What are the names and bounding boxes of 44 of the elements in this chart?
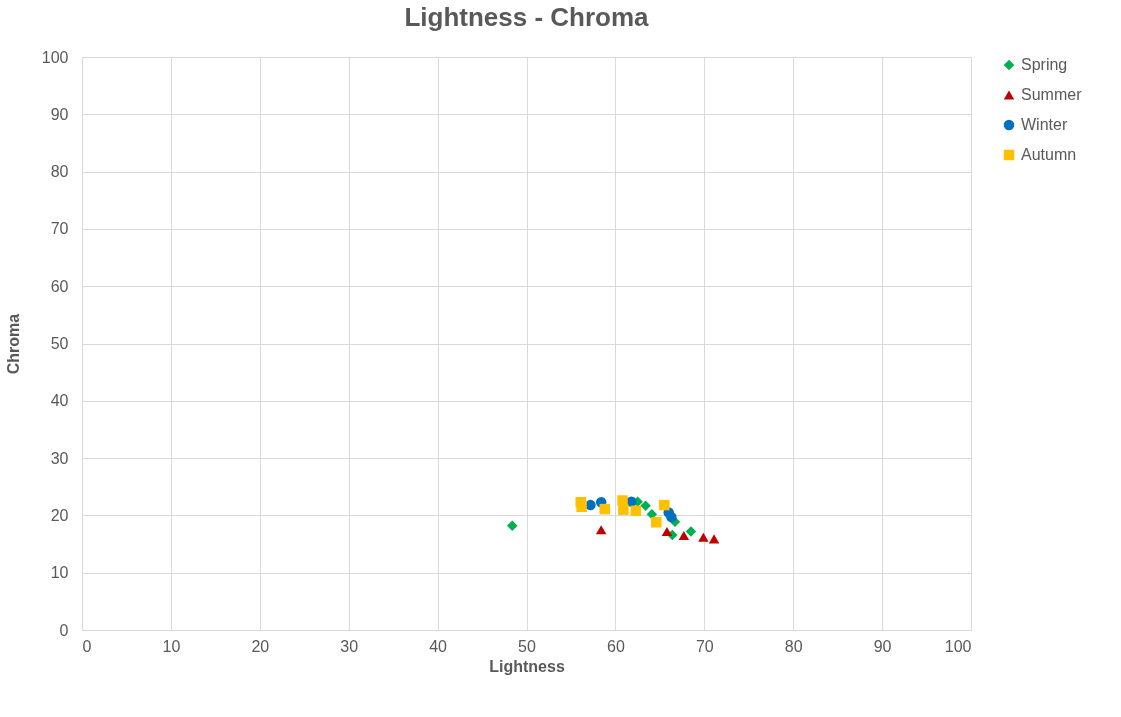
point bbox=[595, 525, 607, 535]
y-tick-label: 80 bbox=[50, 163, 69, 181]
point bbox=[599, 503, 610, 515]
legend-label: Winter bbox=[1021, 116, 1068, 133]
y-axis-title: Chroma bbox=[4, 313, 22, 375]
point bbox=[708, 534, 720, 544]
x-tick-label: 80 bbox=[784, 637, 803, 655]
point bbox=[630, 505, 642, 517]
x-tick-label: 50 bbox=[518, 637, 536, 655]
point bbox=[640, 500, 651, 511]
point bbox=[646, 509, 658, 520]
y-tick-label: 20 bbox=[50, 506, 69, 524]
point bbox=[685, 526, 697, 537]
x-tick-label: 70 bbox=[695, 637, 714, 655]
x-tick-label: 0 bbox=[82, 637, 92, 655]
legend-label: Spring bbox=[1021, 56, 1068, 73]
x-axis-title: Lightness bbox=[489, 657, 565, 675]
point bbox=[651, 517, 662, 528]
chart-title: Lightness - Chroma bbox=[404, 2, 650, 32]
legend-label: Summer bbox=[1021, 86, 1083, 103]
x-tick-label: 60 bbox=[607, 637, 625, 655]
x-tick-label: 100 bbox=[944, 637, 972, 655]
y-tick-label: 0 bbox=[59, 621, 69, 639]
x-tick-label: 40 bbox=[429, 637, 448, 655]
point bbox=[507, 520, 518, 531]
point bbox=[659, 499, 670, 511]
point bbox=[576, 501, 587, 513]
x-tick-label: 10 bbox=[162, 637, 181, 655]
y-tick-label: 60 bbox=[50, 277, 69, 295]
y-tick-label: 100 bbox=[41, 48, 69, 66]
y-tick-label: 30 bbox=[50, 449, 69, 467]
point bbox=[661, 526, 673, 536]
point bbox=[618, 504, 629, 515]
point bbox=[678, 530, 690, 540]
point bbox=[698, 532, 709, 542]
legend-label: Autumn bbox=[1021, 146, 1077, 163]
y-tick-label: 50 bbox=[50, 335, 69, 352]
x-tick-label: 20 bbox=[251, 637, 270, 655]
x-tick-label: 30 bbox=[340, 637, 359, 655]
y-tick-label: 70 bbox=[50, 220, 69, 238]
y-tick-label: 90 bbox=[50, 105, 69, 123]
x-tick-label: 90 bbox=[873, 637, 892, 655]
y-tick-label: 40 bbox=[50, 392, 69, 410]
y-tick-label: 10 bbox=[50, 564, 69, 582]
